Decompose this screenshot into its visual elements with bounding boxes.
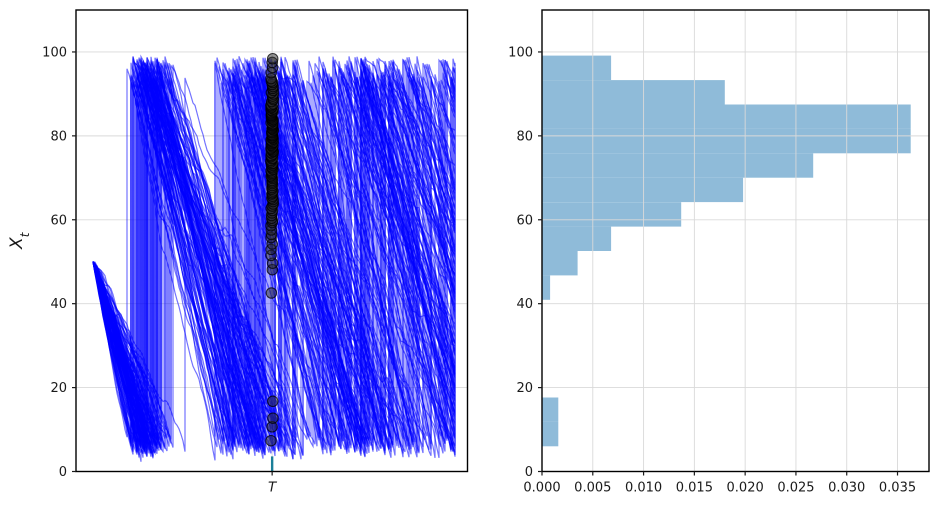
histogram-bar xyxy=(542,177,744,203)
right-y-tick-label: 40 xyxy=(516,297,533,312)
scatter-point xyxy=(267,395,279,408)
T-time-marker xyxy=(270,456,274,472)
histogram-bar xyxy=(542,128,911,154)
right-x-tick-label: 0.025 xyxy=(777,481,814,496)
right-x-tick-label: 0.015 xyxy=(676,481,713,496)
right-x-tick-label: 0.020 xyxy=(727,481,764,496)
histogram-bar xyxy=(542,80,725,105)
left-y-tick-label: 100 xyxy=(42,45,67,60)
histogram-bar xyxy=(542,275,551,300)
histogram-bar xyxy=(542,153,814,178)
right-grid xyxy=(542,10,929,472)
histogram-bar xyxy=(542,104,911,129)
histogram-bar xyxy=(542,251,578,276)
left-ticks xyxy=(72,51,273,476)
scatter-XT-points xyxy=(265,52,280,447)
left-y-tick-label: 0 xyxy=(59,465,67,480)
right-ticks xyxy=(538,51,899,476)
left-y-tick-label: 20 xyxy=(50,381,67,396)
scatter-point xyxy=(265,287,278,299)
left-y-tick-label: 60 xyxy=(50,213,67,228)
histogram-bar xyxy=(542,202,682,227)
right-x-tick-label: 0.005 xyxy=(574,481,611,496)
trajectory-line xyxy=(92,62,456,450)
left-y-axis-label: Xt xyxy=(7,231,32,250)
right-y-tick-label: 0 xyxy=(525,465,533,480)
right-x-tick-label: 0.035 xyxy=(879,481,916,496)
right-y-tick-label: 20 xyxy=(516,381,533,396)
right-x-tick-label: 0.010 xyxy=(625,481,662,496)
right-plot: 0.000 0.005 0.010 0.015 0.020 0.025 0.030 0.035… xyxy=(508,9,930,496)
trajectory-line xyxy=(92,60,456,457)
left-y-tick-label: 80 xyxy=(50,129,67,144)
histogram-bar xyxy=(542,55,612,80)
histogram-bars xyxy=(542,55,911,447)
histogram-bar xyxy=(542,397,559,422)
right-y-tick-label: 100 xyxy=(508,45,533,60)
right-x-tick-label: 0.030 xyxy=(828,481,865,496)
histogram-bar xyxy=(542,421,559,447)
right-y-tick-label: 60 xyxy=(516,213,533,228)
trajectory-line xyxy=(92,60,456,454)
left-plot: 0 20 40 60 80 100 T Xt xyxy=(7,9,469,496)
histogram-bar xyxy=(542,226,612,251)
left-y-tick-label: 40 xyxy=(50,297,67,312)
x-tick-label-T: T xyxy=(268,480,278,496)
right-y-tick-label: 80 xyxy=(516,129,533,144)
right-x-tick-label: 0.000 xyxy=(523,481,560,496)
scatter-point xyxy=(265,434,277,447)
right-axes-spine xyxy=(541,9,930,473)
scatter-point xyxy=(266,52,279,65)
scatter-point xyxy=(267,412,279,424)
